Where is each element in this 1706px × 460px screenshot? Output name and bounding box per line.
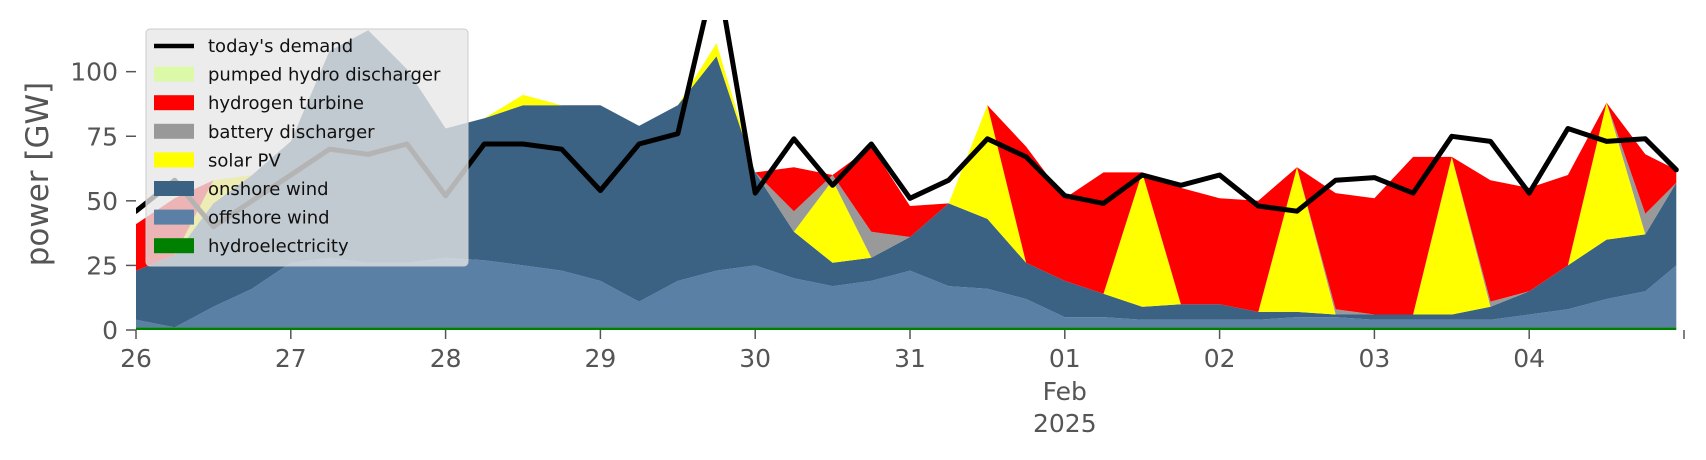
y-tick-label: 75 [86,122,118,151]
legend-item-onshore-wind: onshore wind [154,179,329,200]
y-tick-label: 50 [86,187,118,216]
y-tick-label: 25 [86,251,118,280]
legend-label: pumped hydro discharger [208,65,441,86]
legend-swatch [154,209,194,225]
legend-swatch [154,123,194,139]
x-axis: 26 27 28 29 30 31 01 02 03 04 Feb 2025 [120,330,1685,438]
legend-item-pumped-hydro-discharger: pumped hydro discharger [154,65,441,86]
x-tick-label: 26 [120,344,152,373]
area-onshore-wind [136,30,1677,328]
legend-label: offshore wind [208,208,330,229]
legend-item-hydrogen-turbine: hydrogen turbine [154,93,364,114]
legend-label: hydrogen turbine [208,93,364,114]
x-date-sublabel: Feb [1043,377,1087,406]
area-solar-pv [136,30,1677,315]
legend-swatch [154,95,194,111]
x-tick-label: 28 [430,344,462,373]
legend-label: today's demand [208,36,353,57]
x-tick-label: 30 [739,344,771,373]
x-tick-label: 27 [275,344,307,373]
stacked-areas [136,30,1677,330]
x-tick-label: 31 [894,344,926,373]
legend-frame [145,28,469,267]
legend-label: battery discharger [208,122,375,143]
legend-swatch [154,152,194,168]
x-tick-label: 04 [1513,344,1545,373]
y-axis-label: power [GW] [20,82,56,267]
x-date-sublabel: 2025 [1033,409,1097,438]
area-hydroelectricity [136,327,1677,330]
legend-swatch [154,238,194,254]
y-axis: 0 25 50 75 100 [70,58,136,345]
legend-label: hydroelectricity [208,236,349,257]
legend-item-solar-pv: solar PV [154,150,281,171]
legend-label: onshore wind [208,179,329,200]
legend-item-today-s-demand: today's demand [154,36,353,57]
legend-item-offshore-wind: offshore wind [154,208,330,229]
legend-swatch [154,66,194,82]
legend: today's demand pumped hydro discharger hyd… [145,28,469,267]
y-tick-label: 0 [102,316,118,345]
x-tick-label: 29 [584,344,616,373]
legend-item-hydroelectricity: hydroelectricity [154,236,349,257]
legend-swatch [154,181,194,196]
legend-item-battery-discharger: battery discharger [154,122,375,143]
area-hydrogen-turbine [136,30,1677,315]
x-tick-label: 01 [1049,344,1081,373]
area-offshore-wind [136,257,1677,328]
legend-label: solar PV [208,150,281,171]
x-tick-label: 02 [1204,344,1236,373]
y-tick-label: 100 [70,58,118,87]
x-tick-label: 03 [1358,344,1390,373]
